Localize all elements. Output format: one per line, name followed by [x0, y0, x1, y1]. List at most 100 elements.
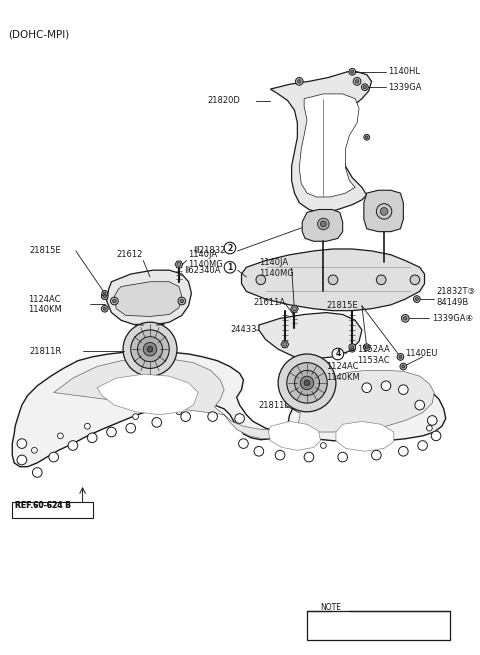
Circle shape: [103, 295, 106, 298]
Circle shape: [418, 441, 427, 451]
Text: 1: 1: [228, 263, 233, 272]
Polygon shape: [12, 351, 446, 467]
Circle shape: [376, 275, 386, 285]
Circle shape: [101, 305, 108, 312]
Circle shape: [338, 452, 348, 462]
Text: 21611A: 21611A: [253, 299, 285, 307]
Circle shape: [364, 134, 370, 140]
Polygon shape: [241, 249, 424, 310]
Circle shape: [102, 290, 108, 296]
Circle shape: [376, 204, 392, 219]
FancyBboxPatch shape: [307, 611, 450, 640]
Circle shape: [278, 354, 336, 412]
Text: 1140HL: 1140HL: [388, 67, 420, 76]
Text: 21815E: 21815E: [326, 301, 358, 310]
Circle shape: [401, 314, 409, 322]
Text: 24433: 24433: [230, 326, 256, 335]
Circle shape: [49, 452, 59, 462]
Text: 1140KM: 1140KM: [326, 373, 360, 382]
Circle shape: [113, 299, 116, 303]
Circle shape: [397, 354, 404, 360]
Circle shape: [426, 425, 432, 431]
Polygon shape: [268, 421, 321, 451]
Circle shape: [321, 443, 326, 449]
Polygon shape: [290, 305, 299, 312]
Polygon shape: [302, 210, 343, 241]
Circle shape: [402, 365, 405, 368]
Circle shape: [349, 68, 356, 75]
Text: 1140JA: 1140JA: [259, 258, 288, 267]
Circle shape: [318, 218, 329, 230]
Polygon shape: [336, 421, 394, 451]
Circle shape: [132, 414, 138, 419]
Circle shape: [177, 263, 181, 267]
Circle shape: [33, 468, 42, 477]
Text: 1152AA: 1152AA: [357, 345, 390, 354]
Text: THE NO. 21830  :①~④: THE NO. 21830 :①~④: [311, 620, 420, 629]
Text: (DOHC-MPI): (DOHC-MPI): [9, 29, 70, 39]
Circle shape: [287, 363, 327, 403]
Circle shape: [351, 346, 354, 348]
Circle shape: [181, 412, 191, 421]
Polygon shape: [281, 341, 288, 348]
Circle shape: [304, 452, 314, 462]
Circle shape: [415, 297, 419, 301]
Polygon shape: [175, 261, 183, 268]
Text: 1124AC: 1124AC: [28, 295, 60, 303]
Circle shape: [224, 242, 236, 253]
Circle shape: [143, 343, 157, 356]
Circle shape: [180, 299, 183, 303]
Circle shape: [131, 330, 169, 369]
Circle shape: [381, 381, 391, 390]
FancyBboxPatch shape: [12, 502, 93, 517]
Circle shape: [427, 416, 437, 425]
Text: 1339GA: 1339GA: [388, 83, 421, 92]
Circle shape: [293, 307, 297, 310]
Text: 84149B: 84149B: [436, 299, 468, 307]
Circle shape: [349, 344, 356, 350]
Circle shape: [353, 77, 361, 85]
Circle shape: [84, 423, 90, 429]
Text: REF.60-624 B: REF.60-624 B: [15, 500, 71, 510]
Circle shape: [17, 455, 27, 465]
Circle shape: [380, 208, 388, 215]
Circle shape: [208, 412, 217, 421]
Circle shape: [404, 316, 407, 320]
Text: 1140KM: 1140KM: [28, 305, 61, 314]
Circle shape: [107, 427, 116, 437]
Text: REF.60-624 B: REF.60-624 B: [15, 500, 71, 510]
Circle shape: [328, 275, 338, 285]
Circle shape: [365, 346, 368, 348]
Circle shape: [296, 77, 303, 85]
Circle shape: [349, 346, 355, 352]
Text: 1140JA: 1140JA: [189, 250, 217, 259]
Text: 1140MG: 1140MG: [189, 260, 223, 269]
Circle shape: [363, 344, 370, 350]
Text: Ⅲ21832T: Ⅲ21832T: [193, 246, 231, 255]
Polygon shape: [114, 282, 182, 316]
Circle shape: [363, 86, 366, 88]
Circle shape: [137, 337, 163, 362]
Circle shape: [398, 447, 408, 456]
Circle shape: [365, 136, 368, 139]
Text: 1124AC: 1124AC: [326, 362, 359, 371]
Circle shape: [410, 275, 420, 285]
Text: 1339GA④: 1339GA④: [432, 314, 473, 323]
Circle shape: [235, 414, 244, 423]
Text: 21820D: 21820D: [208, 96, 240, 105]
Circle shape: [87, 433, 97, 443]
Circle shape: [398, 385, 408, 394]
Circle shape: [372, 451, 381, 460]
Circle shape: [431, 431, 441, 441]
Polygon shape: [54, 359, 434, 439]
Circle shape: [355, 80, 359, 83]
Text: 1140EU: 1140EU: [405, 350, 438, 358]
Circle shape: [351, 70, 354, 73]
Polygon shape: [107, 270, 192, 325]
Circle shape: [17, 439, 27, 449]
Circle shape: [400, 363, 407, 370]
Text: 1140MG: 1140MG: [259, 269, 294, 278]
Circle shape: [58, 433, 63, 439]
Circle shape: [239, 439, 248, 449]
Polygon shape: [364, 190, 403, 232]
